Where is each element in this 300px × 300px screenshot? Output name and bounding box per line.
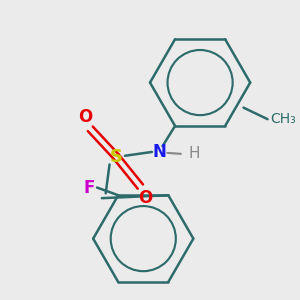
Text: N: N [153, 143, 166, 161]
Text: O: O [78, 108, 93, 126]
Text: CH₃: CH₃ [270, 112, 296, 126]
Text: H: H [188, 146, 200, 161]
Text: F: F [84, 178, 95, 196]
Text: O: O [138, 189, 152, 207]
Text: S: S [110, 148, 123, 166]
